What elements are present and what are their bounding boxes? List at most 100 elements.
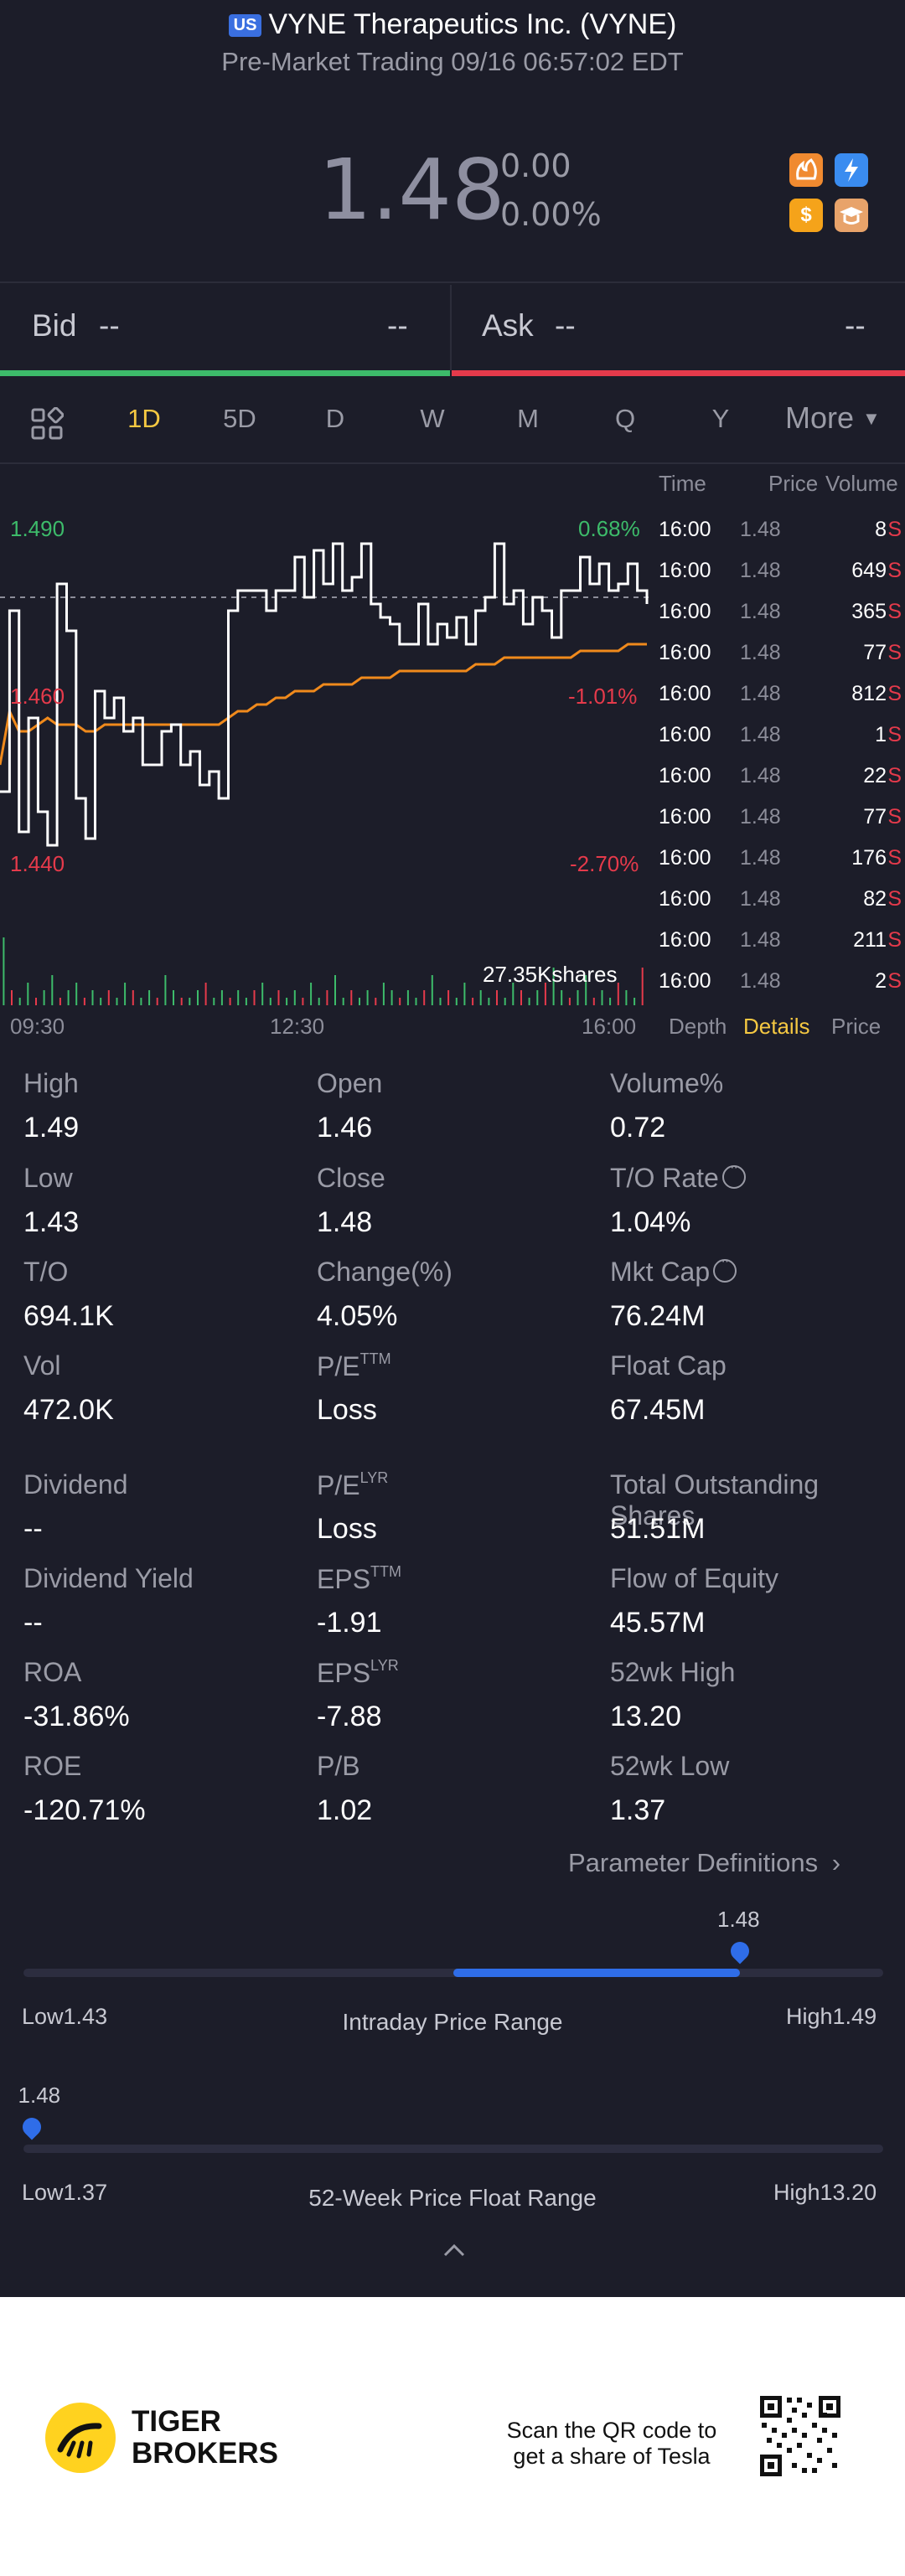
stat-tos: 51.51M bbox=[610, 1513, 706, 1545]
collapse-chevron-icon[interactable] bbox=[442, 2242, 466, 2263]
stat-changepct: 4.05% bbox=[317, 1300, 398, 1332]
stat-high-label: High bbox=[23, 1068, 79, 1098]
stat-roa-label: ROA bbox=[23, 1657, 82, 1687]
y-label-bottom: 1.440 bbox=[10, 851, 65, 876]
info-icon[interactable] bbox=[713, 1254, 737, 1283]
trade-row: 16:00 1.48 812 S bbox=[659, 682, 902, 723]
trade-time: 16:00 bbox=[659, 764, 711, 787]
stat-52wk-low: 1.37 bbox=[610, 1794, 666, 1826]
trade-time: 16:00 bbox=[659, 928, 711, 952]
price-change: 0.00 bbox=[500, 147, 571, 184]
stat-52wk-high: 13.20 bbox=[610, 1701, 682, 1732]
stat-eps-ttm-row: EPSTTM bbox=[317, 1563, 401, 1595]
volume-bar bbox=[431, 975, 433, 1005]
volume-bar bbox=[592, 998, 595, 1005]
ask-label: Ask bbox=[482, 308, 534, 343]
stat-divyield-label: Dividend Yield bbox=[23, 1563, 194, 1593]
tab-y[interactable]: Y bbox=[711, 404, 730, 433]
volume-bar bbox=[173, 990, 174, 1005]
price-line bbox=[0, 542, 649, 847]
stat-pe-lyr-label: P/E bbox=[317, 1470, 360, 1500]
tab-5d[interactable]: 5D bbox=[223, 404, 256, 433]
qr-code-icon[interactable] bbox=[758, 2394, 842, 2478]
stat-vol-label: Vol bbox=[23, 1350, 61, 1381]
intraday-chart[interactable] bbox=[0, 465, 654, 1018]
tab-d[interactable]: D bbox=[325, 404, 345, 433]
volume-bar bbox=[439, 998, 442, 1005]
trading-session-status: Pre-Market Trading 09/16 06:57:02 EDT bbox=[221, 47, 684, 76]
volume-bar bbox=[415, 998, 417, 1005]
trade-side: S bbox=[887, 928, 902, 952]
trade-price: 1.48 bbox=[740, 600, 781, 623]
volume-bar bbox=[35, 998, 37, 1005]
trade-row: 16:00 1.48 176 S bbox=[659, 846, 902, 887]
trade-side: S bbox=[887, 518, 902, 541]
volume-bar bbox=[342, 998, 344, 1005]
stat-pb: 1.02 bbox=[317, 1794, 373, 1826]
intraday-current-value: 1.48 bbox=[717, 1907, 760, 1932]
info-icon[interactable] bbox=[721, 1160, 746, 1189]
promo-line-2: get a share of Tesla bbox=[513, 2444, 711, 2469]
stat-torate-label: T/O Rate bbox=[610, 1163, 719, 1193]
volume-bar bbox=[520, 990, 522, 1005]
bid-ask-divider bbox=[450, 285, 452, 370]
volume-bar bbox=[455, 998, 458, 1005]
lightning-icon[interactable] bbox=[835, 153, 868, 187]
tab-more[interactable]: More ▼ bbox=[785, 400, 881, 436]
dollar-icon[interactable]: $ bbox=[789, 199, 823, 232]
trade-row: 16:00 1.48 649 S bbox=[659, 559, 902, 600]
promo-footer: TIGER BROKERS Scan the QR code to get a … bbox=[0, 2297, 905, 2576]
trades-header-volume: Volume bbox=[825, 471, 898, 496]
volume-bar bbox=[568, 998, 571, 1005]
trade-row: 16:00 1.48 365 S bbox=[659, 600, 902, 641]
stat-52wk-low-label: 52wk Low bbox=[610, 1751, 730, 1781]
trade-time: 16:00 bbox=[659, 518, 711, 541]
intraday-fill bbox=[453, 1969, 740, 1977]
stat-dividend: -- bbox=[23, 1513, 43, 1545]
trade-price: 1.48 bbox=[740, 928, 781, 952]
volume-bar bbox=[164, 975, 167, 1005]
price-change-pct: 0.00% bbox=[500, 196, 602, 233]
volume-bar bbox=[512, 983, 515, 1005]
tab-1d[interactable]: 1D bbox=[127, 404, 161, 433]
volume-bar bbox=[100, 998, 102, 1005]
volume-bar bbox=[585, 975, 587, 1005]
volume-bar bbox=[213, 998, 215, 1005]
volume-bar bbox=[423, 990, 426, 1005]
tab-w[interactable]: W bbox=[420, 404, 445, 433]
trade-volume: 77 bbox=[863, 641, 887, 664]
stat-pe-ttm: Loss bbox=[317, 1394, 377, 1426]
brand-line-2: BROKERS bbox=[132, 2437, 279, 2470]
stat-torate: 1.04% bbox=[610, 1206, 691, 1238]
volume-bar bbox=[51, 975, 54, 1005]
parameter-definitions-link[interactable]: Parameter Definitions › bbox=[568, 1848, 840, 1878]
trade-time: 16:00 bbox=[659, 682, 711, 705]
tab-m[interactable]: M bbox=[517, 404, 539, 433]
tab-q[interactable]: Q bbox=[614, 404, 636, 433]
stat-floatcap-label: Float Cap bbox=[610, 1350, 727, 1381]
stat-to: 694.1K bbox=[23, 1300, 114, 1332]
volume-bar bbox=[140, 998, 142, 1005]
trade-volume: 176 bbox=[851, 846, 887, 870]
volume-bar bbox=[229, 998, 231, 1005]
flame-icon[interactable] bbox=[789, 153, 823, 187]
volume-bar bbox=[253, 990, 256, 1005]
stat-eps-ttm-label: EPS bbox=[317, 1564, 371, 1594]
stock-name: VYNE Therapeutics Inc. (VYNE) bbox=[268, 8, 677, 40]
bid-size: -- bbox=[387, 308, 408, 343]
volume-bar bbox=[577, 990, 579, 1005]
tab-details[interactable]: Details bbox=[743, 1014, 810, 1039]
tab-depth[interactable]: Depth bbox=[669, 1014, 727, 1039]
grid-layout-icon[interactable] bbox=[30, 406, 65, 445]
trade-volume: 812 bbox=[851, 682, 887, 705]
trade-time: 16:00 bbox=[659, 600, 711, 623]
intraday-marker-icon bbox=[727, 1938, 753, 1964]
stat-open-label: Open bbox=[317, 1068, 383, 1098]
grad-cap-icon[interactable] bbox=[835, 199, 868, 232]
trade-side: S bbox=[887, 682, 902, 705]
stat-low-label: Low bbox=[23, 1163, 73, 1193]
volume-bar bbox=[148, 990, 151, 1005]
trade-volume: 2 bbox=[875, 969, 887, 993]
tab-price[interactable]: Price bbox=[831, 1014, 882, 1039]
volume-bar bbox=[180, 998, 183, 1005]
